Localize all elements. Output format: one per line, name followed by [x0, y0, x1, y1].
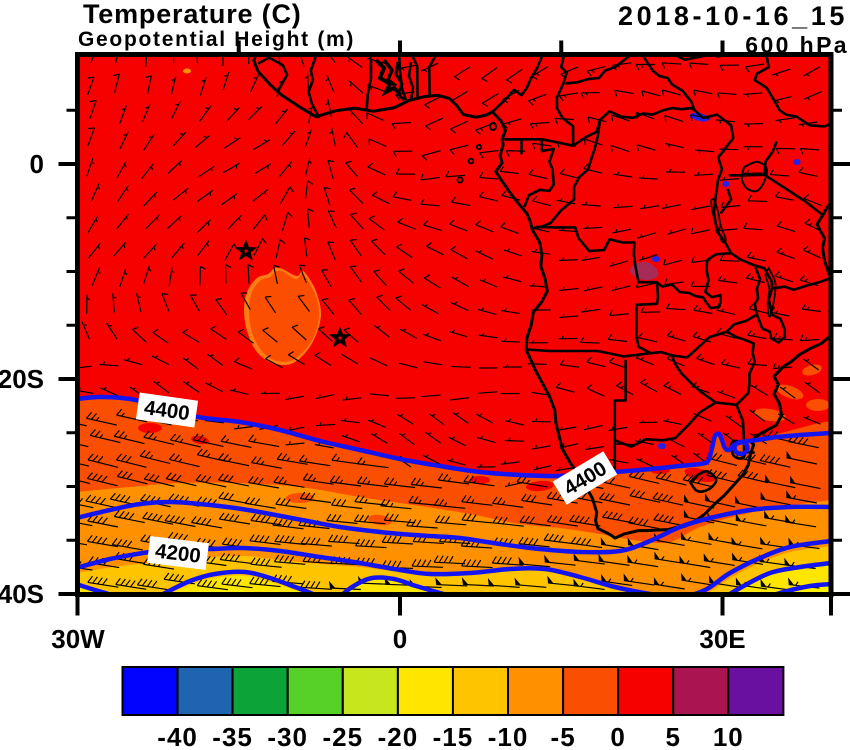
svg-text:-35: -35	[212, 722, 253, 750]
svg-text:4200: 4200	[154, 540, 202, 568]
svg-text:-5: -5	[551, 722, 576, 750]
svg-text:10: 10	[713, 722, 744, 750]
svg-text:-15: -15	[433, 722, 474, 750]
svg-text:Temperature (C): Temperature (C)	[83, 0, 302, 29]
svg-text:20S: 20S	[0, 364, 44, 394]
svg-text:0: 0	[610, 722, 625, 750]
svg-text:-20: -20	[378, 722, 419, 750]
svg-text:-10: -10	[488, 722, 529, 750]
svg-text:600 hPa: 600 hPa	[745, 32, 849, 58]
svg-text:30E: 30E	[699, 624, 745, 654]
svg-text:40S: 40S	[0, 579, 44, 609]
svg-text:-40: -40	[157, 722, 198, 750]
svg-text:2018-10-16_15: 2018-10-16_15	[618, 1, 848, 31]
svg-text:-30: -30	[267, 722, 308, 750]
svg-text:5: 5	[665, 722, 680, 750]
svg-text:0: 0	[393, 624, 407, 654]
svg-text:Geopotential Height (m): Geopotential Height (m)	[78, 28, 355, 51]
svg-text:30W: 30W	[51, 624, 105, 654]
svg-text:0: 0	[30, 149, 44, 179]
svg-text:-25: -25	[323, 722, 364, 750]
